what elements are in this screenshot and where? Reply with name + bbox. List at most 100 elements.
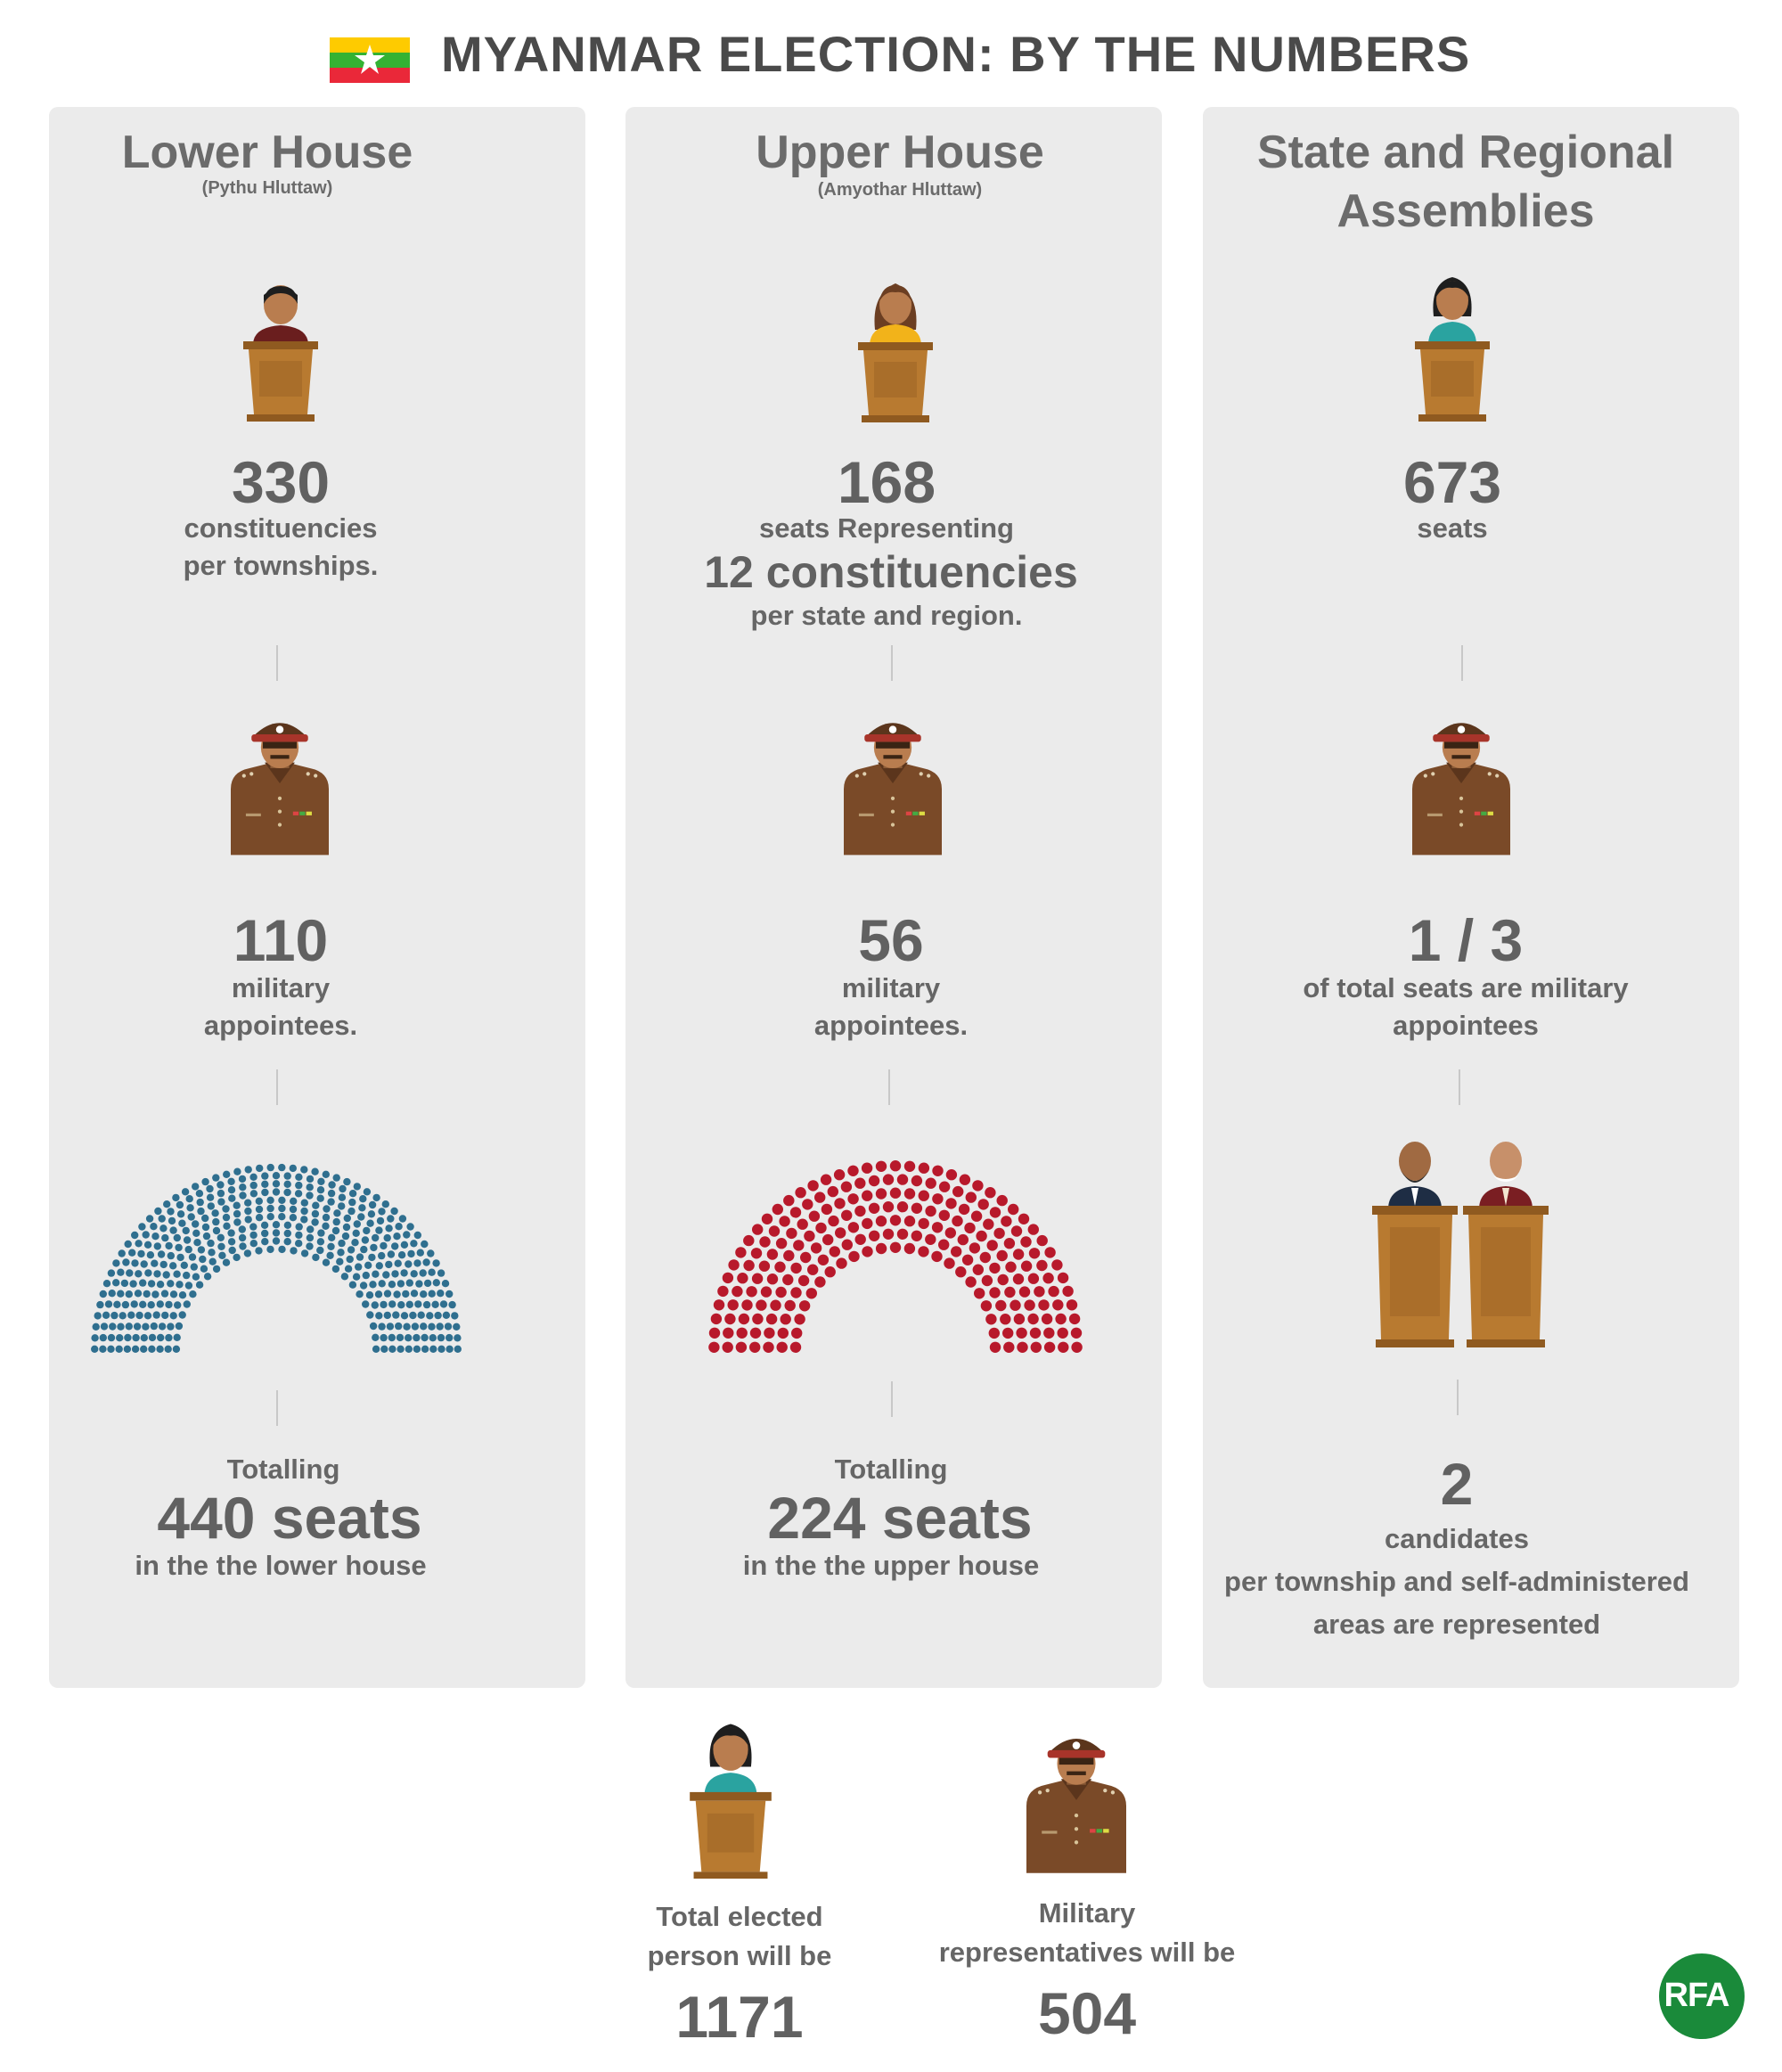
seat-dot (983, 1218, 994, 1230)
seat-dot (339, 1184, 347, 1193)
seat-dot (180, 1261, 188, 1269)
seat-dot (331, 1265, 340, 1274)
seat-dot (249, 1173, 257, 1181)
seat-dot (343, 1177, 351, 1186)
seat-dot (174, 1301, 182, 1309)
seat-dot (192, 1183, 200, 1191)
seat-dot (344, 1265, 353, 1273)
seat-dot (91, 1334, 99, 1342)
seat-dot (805, 1288, 817, 1299)
seat-dot (717, 1285, 729, 1298)
seat-dot (266, 1163, 274, 1172)
seat-dot (343, 1214, 351, 1223)
seat-dot (122, 1258, 130, 1266)
seat-dot (736, 1327, 748, 1339)
seat-dot (167, 1280, 175, 1288)
upper-house-total-caption: in the the upper house (742, 1550, 1040, 1581)
seat-dot (381, 1200, 389, 1208)
seat-dot (841, 1239, 853, 1250)
seat-dot (1017, 1341, 1028, 1353)
seat-dot (1010, 1225, 1023, 1237)
seat-dot (222, 1205, 230, 1213)
divider (1459, 1069, 1460, 1105)
seat-dot (289, 1164, 297, 1173)
seat-dot (938, 1239, 950, 1250)
seat-dot (332, 1217, 340, 1226)
seat-dot (743, 1234, 755, 1247)
seat-dot (348, 1281, 357, 1289)
elected-representative-icon (241, 281, 321, 423)
seat-dot (437, 1333, 446, 1342)
seat-dot (385, 1260, 393, 1269)
seat-dot (217, 1181, 225, 1189)
seat-dot (316, 1194, 324, 1202)
seat-dot (375, 1312, 383, 1320)
seat-dot (847, 1193, 859, 1205)
seat-dot (854, 1205, 866, 1217)
seat-dot (817, 1254, 830, 1265)
seat-dot (367, 1210, 376, 1218)
seat-dot (130, 1300, 138, 1308)
seat-dot (1028, 1248, 1041, 1259)
seat-dot (945, 1169, 958, 1181)
seat-dot (1030, 1341, 1042, 1353)
seat-dot (283, 1221, 292, 1229)
two-candidates-icon (1372, 1136, 1550, 1350)
upper-house-seats-line3: per state and region. (750, 600, 1023, 631)
state-regional-military-fraction: 1 / 3 (1408, 907, 1524, 973)
seat-dot (356, 1253, 364, 1261)
seat-dot (444, 1323, 453, 1331)
seat-dot (431, 1300, 439, 1308)
seat-dot (188, 1253, 197, 1261)
seat-dot (352, 1273, 361, 1281)
seat-dot (193, 1239, 201, 1247)
seat-dot (415, 1280, 423, 1288)
seat-dot (207, 1202, 215, 1210)
seat-dot (156, 1345, 164, 1353)
seat-dot (348, 1198, 356, 1207)
seat-dot (125, 1323, 133, 1331)
seat-dot (178, 1219, 186, 1227)
seat-dot (988, 1327, 1000, 1339)
seat-dot (955, 1266, 967, 1278)
seat-dot (300, 1207, 308, 1216)
state-regional-title-line2: Assemblies (1336, 185, 1595, 237)
seat-dot (385, 1224, 393, 1233)
seat-dot (428, 1268, 436, 1276)
seat-dot (361, 1236, 370, 1244)
seat-dot (1055, 1313, 1067, 1325)
seat-dot (421, 1345, 429, 1353)
seat-dot (1057, 1327, 1068, 1339)
seat-dot (135, 1311, 143, 1320)
seat-dot (448, 1300, 456, 1309)
seat-dot (200, 1265, 208, 1273)
seat-dot (260, 1221, 269, 1229)
seat-dot (117, 1268, 125, 1276)
seat-dot (765, 1313, 778, 1325)
seat-dot (272, 1221, 281, 1229)
seat-dot (375, 1262, 383, 1270)
seat-dot (911, 1175, 923, 1187)
state-regional-candidates-line1: candidates (1385, 1523, 1529, 1554)
seat-dot (151, 1233, 159, 1241)
seat-dot (186, 1204, 194, 1212)
upper-house-seats-line1: seats Representing (759, 512, 1014, 544)
seat-dot (183, 1236, 192, 1244)
seat-dot (989, 1341, 1001, 1353)
seat-dot (728, 1259, 740, 1271)
seat-dot (938, 1181, 951, 1192)
seat-dot (421, 1240, 429, 1249)
seat-dot (255, 1214, 264, 1222)
divider (1457, 1380, 1459, 1415)
seat-dot (722, 1272, 734, 1284)
seat-dot (338, 1202, 346, 1210)
seat-dot (952, 1185, 964, 1198)
seat-dot (183, 1271, 191, 1280)
state-regional-candidates-line3: areas are represented (1312, 1609, 1601, 1640)
seat-dot (798, 1300, 811, 1312)
seat-dot (322, 1258, 331, 1266)
seat-dot (405, 1279, 413, 1287)
upper-house-military-line2: appointees. (813, 1010, 969, 1041)
seat-dot (388, 1333, 396, 1342)
seat-dot (134, 1290, 143, 1298)
